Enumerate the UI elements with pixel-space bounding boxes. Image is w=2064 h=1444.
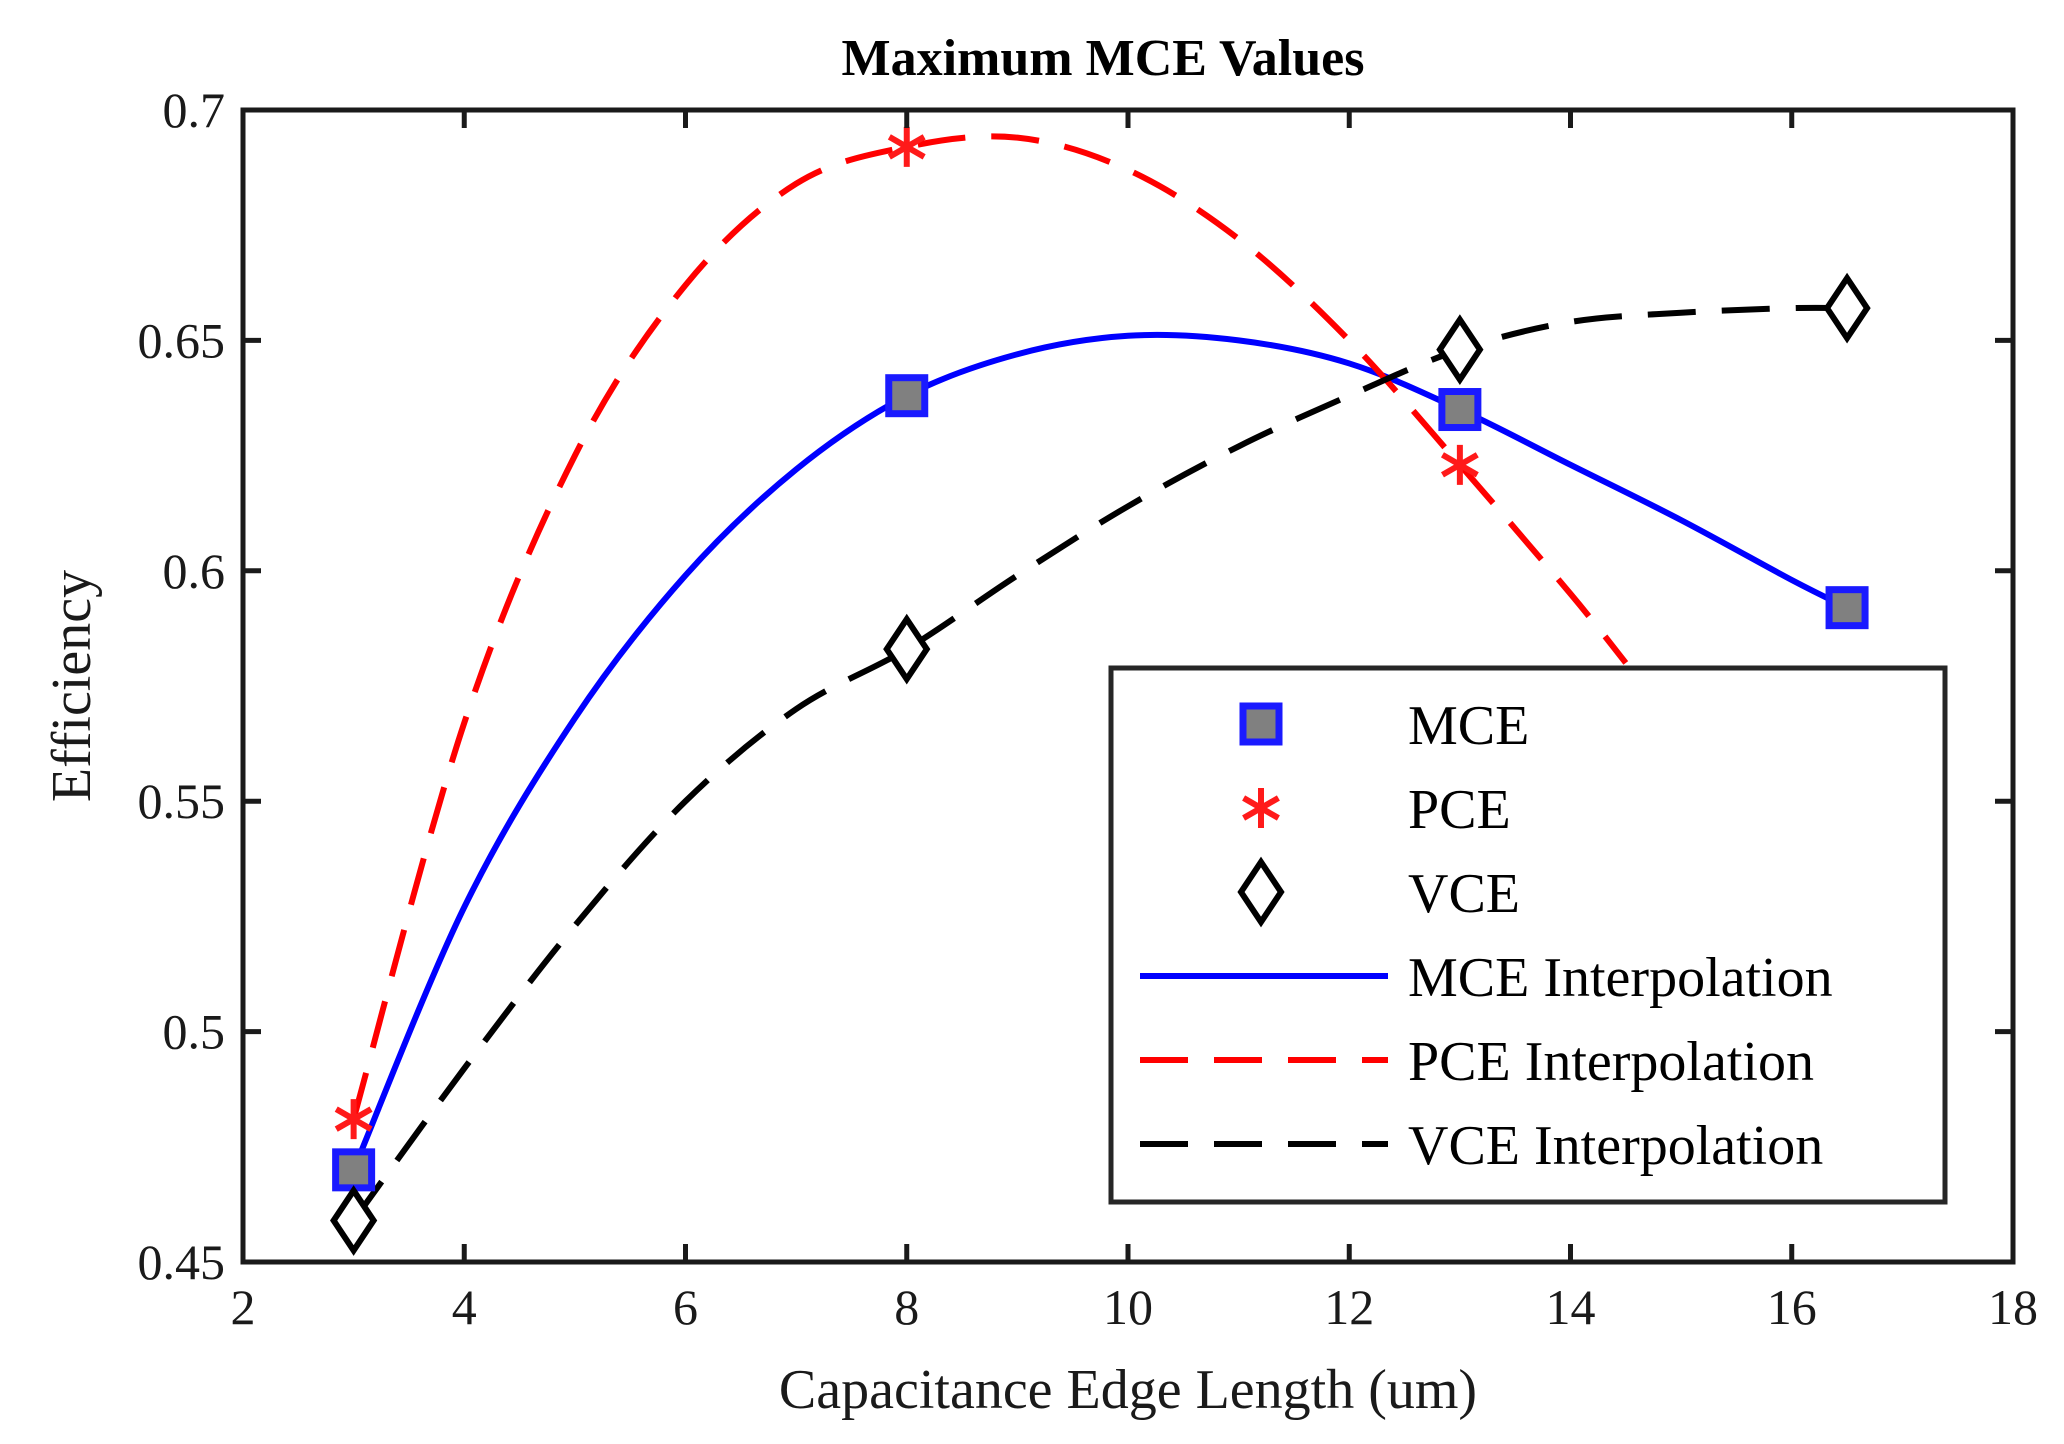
x-tick-label-12: 12 xyxy=(1324,1279,1374,1335)
legend-entries: MCE PCE VCE MCE Interpolation PCE Interpolat… xyxy=(1140,695,1833,1177)
legend: MCE PCE VCE MCE Interpolation PCE Interpolat… xyxy=(1108,665,1948,1205)
mce-point-1 xyxy=(885,374,929,418)
mce-point-2 xyxy=(1438,388,1482,432)
legend-label-mce: MCE xyxy=(1408,695,1529,757)
legend-swatch-mce xyxy=(1239,702,1283,746)
legend-label-mce-interpolation: MCE Interpolation xyxy=(1408,947,1833,1009)
series-line-mce-interpolation xyxy=(350,331,1849,1172)
x-tick-label-4: 4 xyxy=(452,1279,477,1335)
legend-swatch-vce xyxy=(1237,856,1285,928)
x-tick-label-16: 16 xyxy=(1767,1279,1817,1335)
legend-label-vce: VCE xyxy=(1408,863,1520,925)
x-tick-label-2: 2 xyxy=(231,1279,256,1335)
lines-layer xyxy=(350,133,1849,1223)
legend-swatch-pce xyxy=(1242,788,1280,828)
vce-point-1 xyxy=(883,613,931,685)
pce-point-0 xyxy=(334,1099,373,1140)
legend-box xyxy=(1108,665,1948,1205)
y-tick-label-0.5: 0.5 xyxy=(163,1004,226,1060)
mce-point-0 xyxy=(332,1148,376,1192)
x-tick-label-10: 10 xyxy=(1103,1279,1153,1335)
chart-title: Maximum MCE Values xyxy=(842,30,1365,87)
y-axis-label: Efficiency xyxy=(41,570,103,802)
x-tick-label-8: 8 xyxy=(894,1279,919,1335)
series-line-vce-interpolation xyxy=(351,304,1848,1223)
y-tick-label-0.6: 0.6 xyxy=(163,543,226,599)
mce-point-3 xyxy=(1825,586,1869,630)
vce-point-0 xyxy=(330,1185,378,1256)
y-tick-label-0.55: 0.55 xyxy=(138,773,226,829)
y-tick-label-0.45: 0.45 xyxy=(138,1234,226,1290)
y-tick-label-0.7: 0.7 xyxy=(163,82,226,138)
markers-layer xyxy=(330,126,1871,1256)
legend-label-pce: PCE xyxy=(1408,779,1511,841)
x-axis-label: Capacitance Edge Length (um) xyxy=(779,1359,1477,1421)
series-markers-vce xyxy=(330,272,1871,1256)
x-tick-label-18: 18 xyxy=(1988,1279,2038,1335)
y-tick-label-0.65: 0.65 xyxy=(138,312,226,368)
series-markers-mce xyxy=(332,374,1869,1192)
plot-area: 2 4 6 8 10 12 14 16 18 0.45 0.5 0.55 0.6 0.65 0.7 xyxy=(138,82,2039,1335)
vce-point-2 xyxy=(1436,314,1484,386)
legend-label-pce-interpolation: PCE Interpolation xyxy=(1408,1031,1814,1093)
x-tick-label-6: 6 xyxy=(673,1279,698,1335)
ticks-layer: 2 4 6 8 10 12 14 16 18 0.45 0.5 0.55 0.6 0.65 0.7 xyxy=(138,82,2039,1335)
series-line-pce-interpolation xyxy=(350,133,1629,1120)
pce-point-1 xyxy=(887,126,926,167)
vce-point-3 xyxy=(1823,272,1871,344)
legend-label-vce-interpolation: VCE Interpolation xyxy=(1408,1115,1823,1177)
series-markers-pce xyxy=(334,126,1479,1140)
pce-point-2 xyxy=(1440,444,1479,485)
x-tick-label-14: 14 xyxy=(1546,1279,1596,1335)
